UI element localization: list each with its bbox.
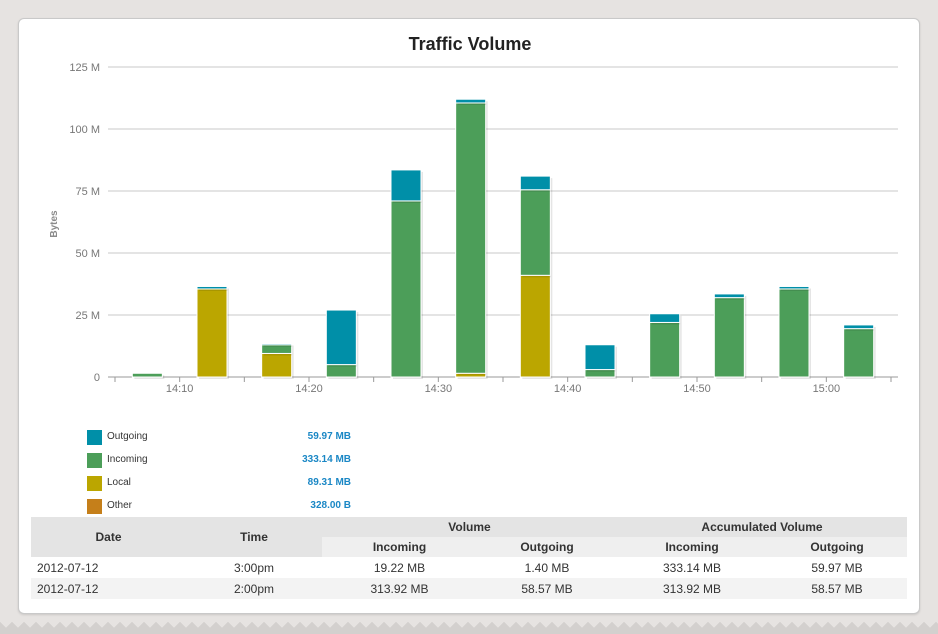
legend-swatch-local (87, 476, 102, 491)
cell-accumulated-incoming: 333.14 MB (617, 557, 767, 578)
column-header-volume-incoming[interactable]: Incoming (322, 537, 477, 557)
column-header-time[interactable]: Time (186, 517, 322, 557)
bar-incoming[interactable] (843, 328, 875, 378)
y-tick-label: 125 M (69, 62, 100, 74)
bar-outgoing[interactable] (649, 313, 681, 323)
chart-panel: Traffic Volume Bytes 0 25 M 50 M 75 M 100 M 1… (18, 18, 920, 614)
bar-local[interactable] (196, 288, 228, 378)
bar-incoming[interactable] (778, 288, 810, 378)
bar-outgoing[interactable] (843, 324, 875, 330)
legend-value: 59.97 MB (307, 431, 351, 442)
cell-date: 2012-07-12 (31, 557, 186, 578)
legend-item-local[interactable]: Local 89.31 MB (87, 474, 357, 497)
bar-outgoing[interactable] (713, 293, 745, 299)
legend-value: 89.31 MB (307, 477, 351, 488)
bar-incoming[interactable] (519, 189, 551, 276)
y-tick-label: 0 (94, 372, 100, 384)
column-group-volume: Volume (322, 517, 617, 537)
x-axis: 14:10 14:20 14:30 14:40 14:50 15:00 (114, 377, 892, 395)
legend-swatch-other (87, 499, 102, 514)
bar-local[interactable] (519, 274, 551, 378)
bar-outgoing[interactable] (390, 169, 422, 202)
x-tick-label: 14:50 (683, 383, 711, 395)
legend-value: 328.00 B (310, 500, 351, 511)
legend-label: Local (107, 477, 131, 488)
legend-swatch-incoming (87, 453, 102, 468)
legend-item-other[interactable]: Other 328.00 B (87, 497, 357, 520)
table-row: 2012-07-12 2:00pm 313.92 MB 58.57 MB 313… (31, 578, 907, 599)
y-tick-label: 75 M (76, 186, 100, 198)
bar-outgoing[interactable] (261, 343, 293, 346)
bar-incoming[interactable] (713, 297, 745, 378)
bar-outgoing[interactable] (455, 98, 487, 104)
x-tick-label: 15:00 (813, 383, 841, 395)
x-tick-label: 14:40 (554, 383, 582, 395)
cell-accumulated-outgoing: 58.57 MB (767, 578, 907, 599)
y-tick-labels: 0 25 M 50 M 75 M 100 M 125 M (69, 62, 100, 384)
cell-volume-outgoing: 1.40 MB (477, 557, 617, 578)
cell-volume-outgoing: 58.57 MB (477, 578, 617, 599)
bar-outgoing[interactable] (584, 344, 616, 371)
legend-label: Outgoing (107, 431, 148, 442)
column-group-accumulated-volume: Accumulated Volume (617, 517, 907, 537)
chart-title: Traffic Volume (409, 34, 532, 54)
column-header-date[interactable]: Date (31, 517, 186, 557)
y-tick-label: 100 M (69, 124, 100, 136)
bar-incoming[interactable] (649, 321, 681, 378)
x-tick-label: 14:30 (425, 383, 453, 395)
x-tick-label: 14:20 (295, 383, 323, 395)
bar-incoming[interactable] (390, 200, 422, 378)
bar-series (131, 98, 876, 379)
y-tick-label: 25 M (76, 310, 100, 322)
cell-volume-incoming: 313.92 MB (322, 578, 477, 599)
legend-label: Incoming (107, 454, 148, 465)
bar-outgoing[interactable] (519, 175, 551, 191)
y-axis-label: Bytes (49, 210, 60, 238)
bar-incoming[interactable] (131, 372, 163, 378)
y-tick-label: 50 M (76, 248, 100, 260)
column-header-accumulated-incoming[interactable]: Incoming (617, 537, 767, 557)
cell-time: 2:00pm (186, 578, 322, 599)
cell-time: 3:00pm (186, 557, 322, 578)
grid-lines (108, 66, 898, 378)
bar-outgoing[interactable] (778, 285, 810, 290)
bar-outgoing[interactable] (196, 285, 228, 290)
column-header-volume-outgoing[interactable]: Outgoing (477, 537, 617, 557)
bar-shadow (781, 288, 811, 291)
x-tick-label: 14:10 (166, 383, 194, 395)
table-row: 2012-07-12 3:00pm 19.22 MB 1.40 MB 333.1… (31, 557, 907, 578)
cell-accumulated-outgoing: 59.97 MB (767, 557, 907, 578)
legend-swatch-outgoing (87, 430, 102, 445)
legend-item-incoming[interactable]: Incoming 333.14 MB (87, 451, 357, 474)
traffic-table: Date Time Volume Accumulated Volume Inco… (31, 517, 907, 599)
legend-item-outgoing[interactable]: Outgoing 59.97 MB (87, 428, 357, 451)
cell-accumulated-incoming: 313.92 MB (617, 578, 767, 599)
bar-shadow (199, 288, 229, 291)
bar-incoming[interactable] (455, 102, 487, 374)
legend: Outgoing 59.97 MB Incoming 333.14 MB Loc… (87, 428, 357, 520)
traffic-volume-chart: Traffic Volume Bytes 0 25 M 50 M 75 M 100 M 1… (49, 34, 898, 395)
cell-volume-incoming: 19.22 MB (322, 557, 477, 578)
legend-label: Other (107, 500, 133, 511)
legend-value: 333.14 MB (302, 454, 351, 465)
bar-local[interactable] (261, 352, 293, 378)
column-header-accumulated-outgoing[interactable]: Outgoing (767, 537, 907, 557)
cell-date: 2012-07-12 (31, 578, 186, 599)
torn-page-edge (0, 622, 938, 634)
bar-shadow (263, 345, 294, 347)
bar-outgoing[interactable] (325, 309, 357, 366)
